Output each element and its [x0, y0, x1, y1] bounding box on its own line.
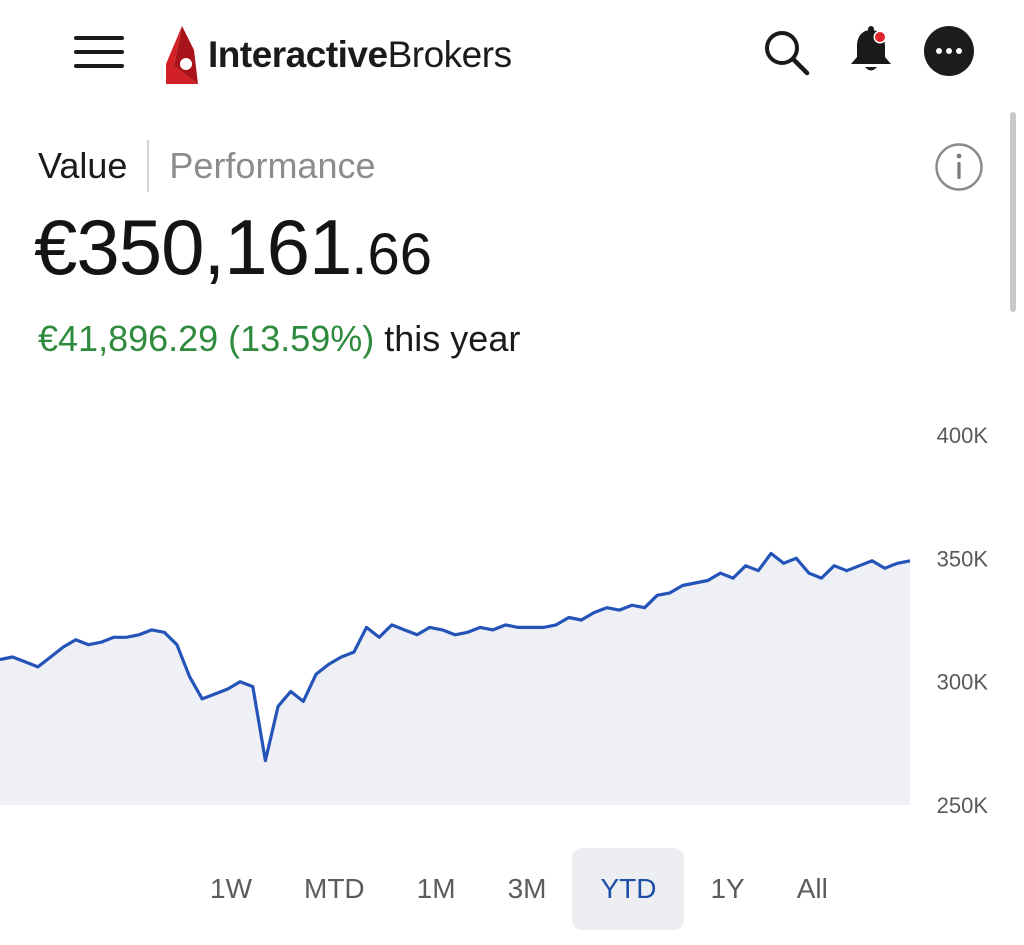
- notification-dot: [875, 32, 885, 42]
- chart-area: [0, 553, 910, 805]
- view-tabs: Value Performance: [38, 140, 376, 192]
- y-tick-label: 300K: [937, 670, 989, 695]
- range-button-1w[interactable]: 1W: [210, 873, 252, 904]
- range-button-1m[interactable]: 1M: [416, 873, 456, 904]
- ytd-change-amount: €41,896.29 (13.59%): [38, 318, 375, 359]
- menu-icon[interactable]: [72, 32, 128, 72]
- range-button-all[interactable]: All: [796, 873, 828, 904]
- range-button-3m[interactable]: 3M: [507, 873, 547, 904]
- tab-value[interactable]: Value: [38, 145, 128, 186]
- y-tick-label: 400K: [937, 423, 989, 448]
- value-chart[interactable]: 400K 350K 300K 250K: [0, 400, 1024, 830]
- brand-name-bold: Interactive: [208, 34, 388, 75]
- tab-performance[interactable]: Performance: [169, 145, 376, 186]
- info-icon[interactable]: [934, 142, 984, 192]
- search-icon[interactable]: [760, 26, 812, 78]
- more-options-button[interactable]: [924, 26, 974, 76]
- brand-logo: InteractiveBrokers: [164, 22, 512, 88]
- scrollbar[interactable]: [1010, 112, 1016, 312]
- logo-icon: [166, 26, 198, 84]
- chart-line-series: [0, 551, 911, 763]
- ytd-change: €41,896.29 (13.59%) this year: [38, 318, 520, 360]
- range-button-ytd[interactable]: YTD: [572, 848, 685, 930]
- brand-name-light: Brokers: [387, 34, 512, 75]
- portfolio-value: €350,161.66: [34, 208, 432, 286]
- portfolio-value-main: €350,161: [34, 203, 352, 291]
- y-tick-label: 250K: [937, 793, 989, 818]
- y-tick-label: 350K: [937, 546, 989, 571]
- range-selector: 1W MTD 1M 3M YTD 1Y All: [184, 848, 854, 930]
- ytd-change-suffix: this year: [374, 318, 521, 359]
- bell-icon[interactable]: [846, 24, 896, 76]
- brand-name: InteractiveBrokers: [208, 34, 512, 76]
- more-icon-dot: [946, 48, 952, 54]
- range-button-1y[interactable]: 1Y: [710, 873, 745, 904]
- range-button-mtd[interactable]: MTD: [304, 873, 365, 904]
- more-icon-dot: [956, 48, 962, 54]
- tab-divider: [147, 140, 150, 192]
- portfolio-value-cents: .66: [351, 222, 432, 287]
- more-icon-dot: [936, 48, 942, 54]
